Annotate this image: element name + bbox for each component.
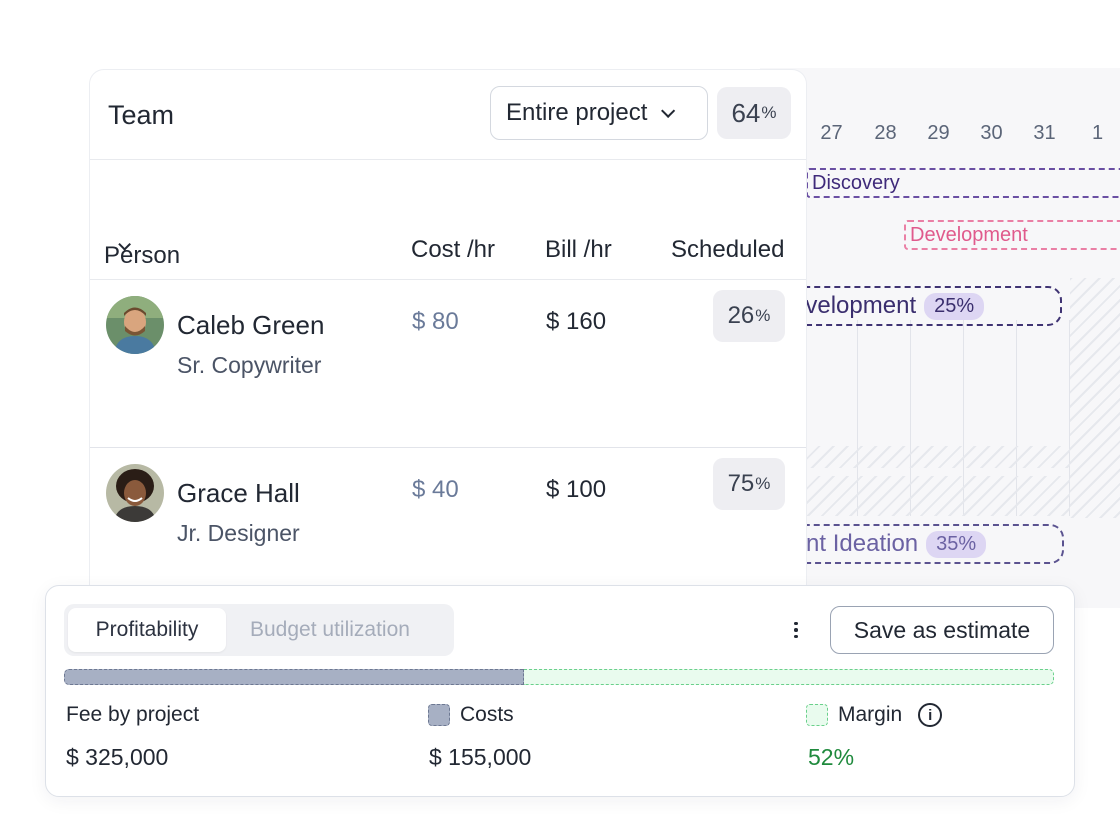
team-header: Team Entire project 64% <box>90 70 806 160</box>
percent-symbol: % <box>761 103 777 122</box>
fee-label: Fee by project <box>66 703 200 726</box>
scheduled-value: 75 <box>727 470 755 497</box>
table-header: Person Cost /hr Bill /hr Scheduled <box>90 230 806 280</box>
column-header-bill: Bill /hr <box>545 236 612 263</box>
tab-profitability[interactable]: Profitability <box>68 608 226 652</box>
profit-bar <box>64 669 1054 685</box>
margin-value: 52% <box>808 744 855 770</box>
fee-value: $ 325,000 <box>66 744 169 770</box>
percent-symbol: % <box>755 306 771 325</box>
margin-segment <box>524 669 1054 685</box>
bill-rate: $ 100 <box>546 476 607 503</box>
more-options-icon[interactable] <box>784 618 808 642</box>
phase-bar-discovery[interactable]: Discovery <box>806 168 1120 198</box>
person-role: Sr. Copywriter <box>177 352 322 378</box>
avatar <box>106 296 164 354</box>
chevron-down-icon <box>661 103 676 118</box>
person-role: Jr. Designer <box>177 520 300 546</box>
range-select-value: Entire project <box>506 99 648 126</box>
costs-swatch <box>428 704 450 726</box>
team-title: Team <box>108 100 175 130</box>
day-label: 28 <box>874 122 897 144</box>
costs-label: Costs <box>460 703 514 726</box>
margin-swatch <box>806 704 828 726</box>
table-row[interactable]: Grace Hall Jr. Designer $ 40 $ 100 75% <box>90 448 806 610</box>
scheduled-value: 26 <box>727 302 755 329</box>
day-label: 1 <box>1091 122 1104 144</box>
view-toggle: Profitability Budget utilization <box>64 604 454 656</box>
cost-rate: $ 40 <box>412 476 459 503</box>
scheduled-badge: 26% <box>713 290 785 342</box>
cost-segment <box>64 669 524 685</box>
profitability-panel: Profitability Budget utilization Save as… <box>45 585 1075 797</box>
day-label: 27 <box>820 122 843 144</box>
phase-label: Development <box>910 223 1028 246</box>
bill-rate: $ 160 <box>546 308 607 335</box>
day-label: 29 <box>927 122 950 144</box>
person-name: Grace Hall <box>177 478 300 508</box>
day-label: 31 <box>1033 122 1056 144</box>
team-panel: Team Entire project 64% Person Cost /hr … <box>90 70 806 610</box>
avatar <box>106 464 164 522</box>
timeline: 27 28 29 30 31 1 Discovery Development n… <box>760 68 1120 608</box>
column-header-label: Person <box>104 242 181 269</box>
scheduled-badge: 75% <box>713 458 785 510</box>
weekend-hatch <box>1070 278 1120 518</box>
task-percent: 25% <box>924 292 985 320</box>
task-bar[interactable]: Content Ideation 35% <box>760 524 1064 564</box>
save-as-estimate-button[interactable]: Save as estimate <box>830 606 1054 654</box>
day-label: 30 <box>980 122 1003 144</box>
margin-legend: Margin i <box>806 703 943 727</box>
costs-legend: Costs <box>428 703 514 727</box>
phase-label: Discovery <box>812 171 900 194</box>
range-select[interactable]: Entire project <box>490 86 708 140</box>
table-row[interactable]: Caleb Green Sr. Copywriter $ 80 $ 160 26… <box>90 280 806 448</box>
person-name: Caleb Green <box>177 310 325 340</box>
overall-percent-badge: 64% <box>717 87 791 139</box>
costs-value: $ 155,000 <box>429 744 532 770</box>
info-icon[interactable]: i <box>918 703 943 727</box>
phase-bar-development[interactable]: Development <box>904 220 1120 250</box>
tab-budget-utilization[interactable]: Budget utilization <box>250 618 410 641</box>
margin-label: Margin <box>838 703 903 726</box>
unavailable-hatch <box>804 476 1070 516</box>
column-header-cost: Cost /hr <box>411 236 496 263</box>
unavailable-hatch <box>804 446 1070 468</box>
overall-percent-value: 64 <box>731 97 761 128</box>
column-header-scheduled: Scheduled <box>671 236 785 263</box>
task-percent: 35% <box>926 530 987 558</box>
percent-symbol: % <box>755 474 771 493</box>
cost-rate: $ 80 <box>412 308 459 335</box>
timeline-days: 27 28 29 30 31 1 <box>760 122 1120 152</box>
